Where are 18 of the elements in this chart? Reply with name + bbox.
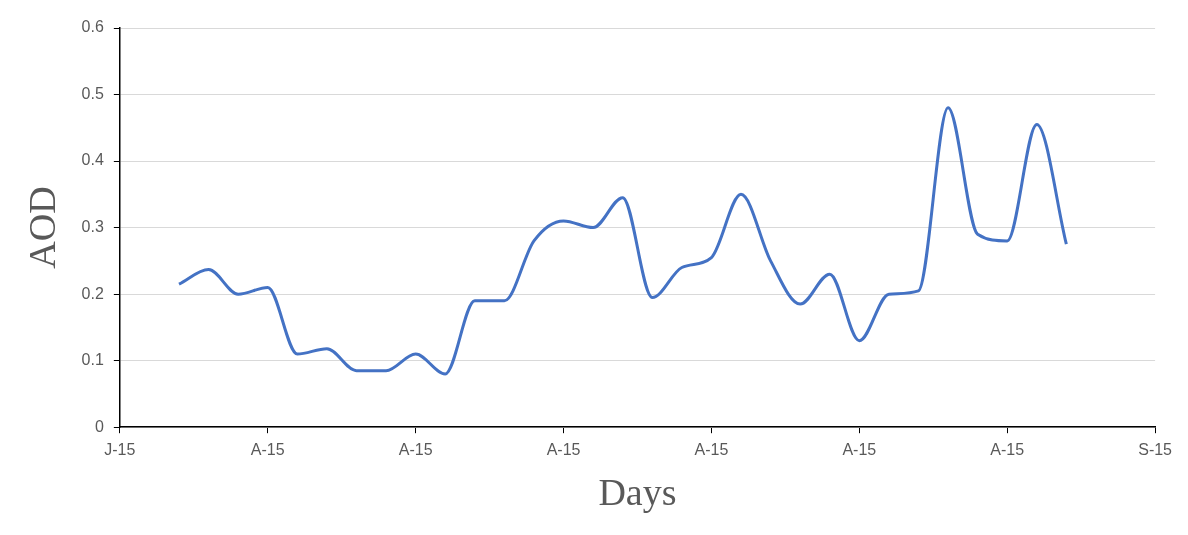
y-tick-label: 0: [94, 417, 104, 435]
x-axis-title: Days: [598, 471, 677, 514]
y-tick-label: 0.4: [81, 151, 104, 169]
y-tick-label: 0.6: [81, 18, 104, 36]
x-tick-label: A-15: [546, 441, 581, 459]
y-tick-label: 0.3: [81, 218, 104, 236]
y-tick-label: 0.1: [81, 351, 104, 369]
line-series: [177, 106, 1068, 376]
x-tick-label: A-15: [842, 441, 877, 459]
x-tick-label: S-15: [1138, 441, 1173, 459]
x-tick-label: A-15: [398, 441, 433, 459]
y-tick-label: 0.5: [81, 84, 104, 102]
y-tick-label: 0.2: [81, 284, 104, 302]
x-tick-label: A-15: [990, 441, 1025, 459]
x-tick-label: A-15: [694, 441, 729, 459]
y-axis-title: AOD: [20, 186, 63, 269]
x-tick-label: A-15: [250, 441, 285, 459]
x-tick-label: J-15: [104, 441, 136, 459]
